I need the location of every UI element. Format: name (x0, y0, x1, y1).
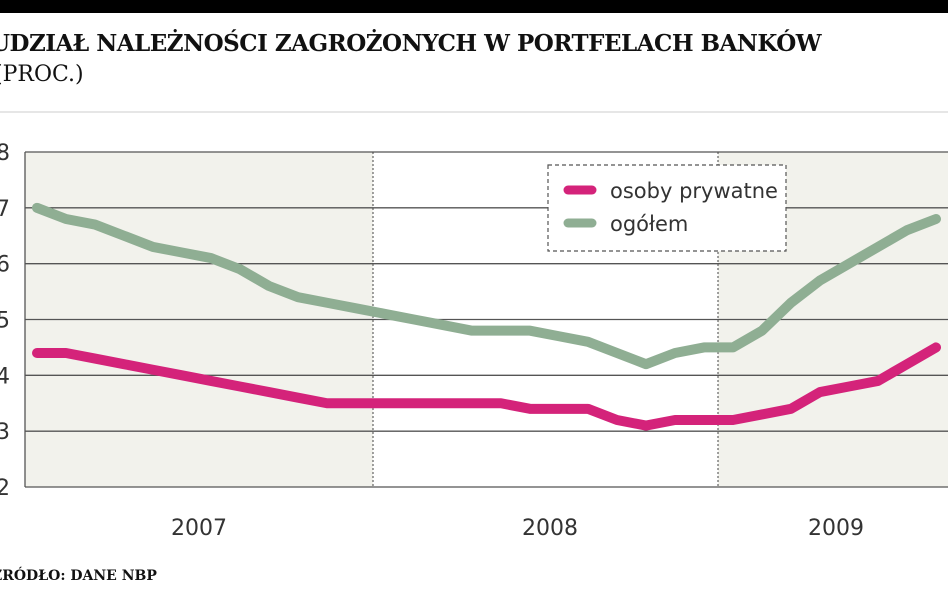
y-tick-label: 7 (0, 197, 10, 222)
chart-subtitle: (PROC.) (0, 62, 84, 87)
legend-label-osoby-prywatne: osoby prywatne (610, 179, 778, 203)
x-tick-label-2007: 2007 (171, 516, 227, 541)
chart-source: ŹRÓDŁO: DANE NBP (0, 568, 157, 584)
y-tick-label: 2 (0, 476, 10, 501)
legend-label-ogolem: ogółem (610, 212, 688, 236)
y-tick-label: 8 (0, 141, 10, 166)
y-tick-label: 5 (0, 309, 10, 334)
series-line-ogolem (32, 202, 941, 370)
top-bar (0, 0, 948, 13)
legend-box (547, 164, 787, 252)
y-tick-label: 6 (0, 253, 10, 278)
chart-title: UDZIAŁ NALEŻNOŚCI ZAGROŻONYCH W PORTFELA… (0, 30, 822, 57)
legend: osoby prywatne ogółem (547, 164, 787, 252)
x-tick-label-2008: 2008 (522, 516, 578, 541)
series-line-osoby-prywatne (32, 342, 941, 431)
x-tick-label-2009: 2009 (808, 516, 864, 541)
y-tick-label: 4 (0, 364, 10, 389)
y-tick-label: 3 (0, 420, 10, 445)
